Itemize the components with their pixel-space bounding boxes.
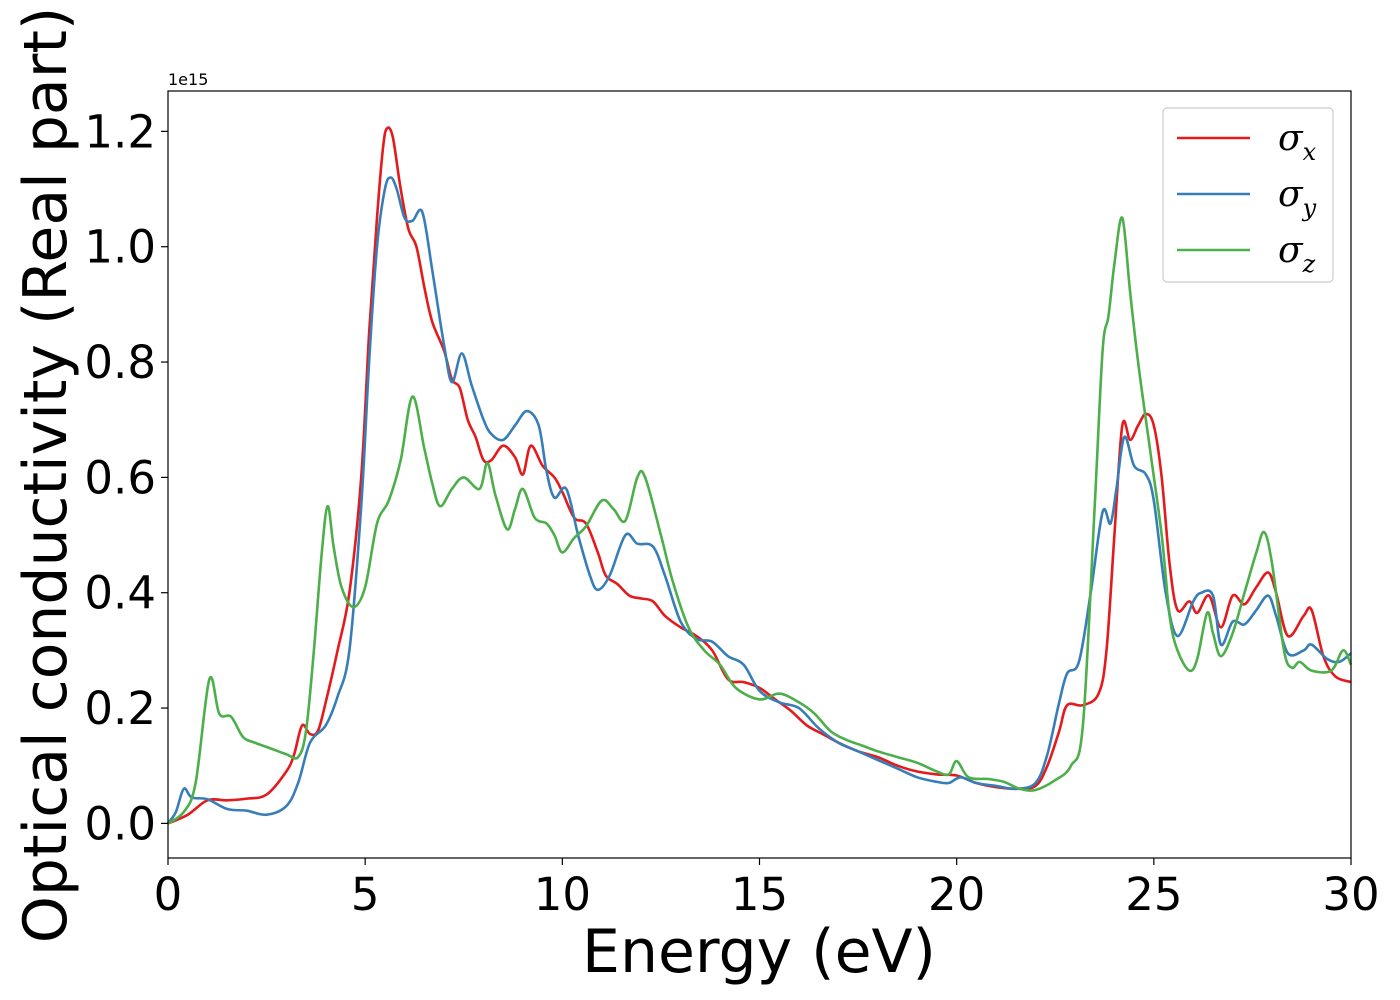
y-axis: 0.0 0.2 0.4 0.6 0.8 1.0 1.2 (84, 105, 168, 850)
series-line-x (167, 126, 1352, 825)
x-tick-label: 20 (928, 868, 985, 921)
x-tick-label: 30 (1322, 868, 1379, 921)
x-tick-label: 5 (351, 868, 380, 921)
x-tick-label: 25 (1125, 868, 1182, 921)
series-layer (166, 126, 1353, 825)
y-tick-label: 0.2 (84, 682, 156, 735)
y-tick-label: 1.2 (84, 105, 156, 158)
series-line-z (167, 216, 1353, 825)
x-tick-label: 10 (534, 868, 591, 921)
x-axis: 0 5 10 15 20 25 30 (154, 858, 1380, 921)
y-axis-title: Optical conductivity (Real part) (11, 7, 81, 944)
x-tick-label: 15 (731, 868, 788, 921)
y-tick-label: 0.6 (84, 451, 156, 504)
y-tick-label: 1.0 (84, 221, 156, 274)
y-tick-label: 0.0 (84, 797, 156, 850)
y-tick-label: 0.8 (84, 336, 156, 389)
x-axis-title: Energy (eV) (582, 917, 936, 987)
x-tick-label: 0 (154, 868, 183, 921)
series-line-y (166, 176, 1352, 825)
y-tick-label: 0.4 (84, 567, 156, 620)
y-offset-label: 1e15 (168, 70, 208, 89)
